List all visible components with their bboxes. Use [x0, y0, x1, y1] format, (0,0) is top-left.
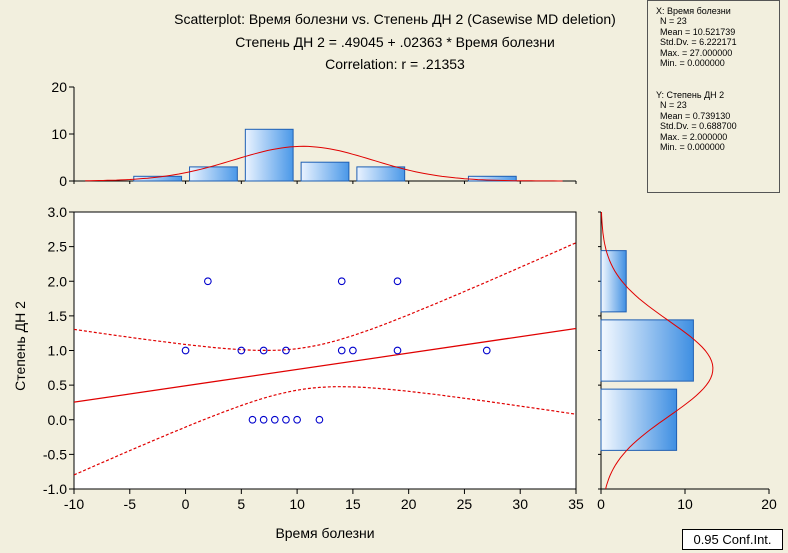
y-hist-bar — [600, 319, 694, 382]
y-hist-tick-label: 10 — [677, 496, 693, 512]
axes: -10 -5 0 5 10 15 20 25 30 35 -1.0 -0.5 0.0 0.5 1.0 1.5 2… — [43, 204, 584, 512]
y-stats-max: Max. = 2.000000 — [660, 131, 728, 142]
x-hist-bar — [356, 166, 406, 182]
data-point — [349, 346, 357, 355]
chart-title-line3: Correlation: r = .21353 — [325, 56, 465, 72]
scatter-clip-group — [74, 242, 576, 476]
x-stats-n: N = 23 — [660, 16, 687, 27]
x-hist-bar — [244, 128, 294, 182]
descriptive-stats-box: X: Время болезни N = 23 Mean = 10.521739… — [647, 0, 780, 193]
x-tick-label: 5 — [237, 496, 245, 512]
x-tick-label: 10 — [289, 496, 305, 512]
x-stats-max: Max. = 27.000000 — [660, 47, 733, 58]
x-tick-label: 30 — [512, 496, 528, 512]
data-point — [482, 346, 491, 355]
regression-line — [74, 327, 576, 403]
x-hist-bar — [300, 161, 350, 182]
y-tick-label: -0.5 — [43, 446, 67, 462]
data-point — [315, 415, 324, 424]
scatter-plot-area — [73, 211, 577, 490]
x-hist-bar — [189, 166, 238, 182]
x-tick-label: 25 — [457, 496, 473, 512]
data-point — [204, 277, 212, 286]
y-hist-normal-curve — [601, 212, 714, 489]
data-point — [337, 346, 346, 355]
x-stats-mean: Mean = 10.521739 — [660, 26, 736, 37]
data-point — [282, 346, 290, 355]
y-axis-label: Степень ДН 2 — [12, 301, 28, 391]
confidence-band-lower — [74, 386, 576, 476]
x-stats-header: X: Время болезни — [656, 6, 731, 16]
x-hist-tick-label: 10 — [51, 126, 67, 142]
x-hist-tick-label: 20 — [51, 79, 67, 95]
data-point — [237, 346, 246, 355]
y-stats-sd: Std.Dv. = 0.688700 — [660, 121, 737, 132]
x-hist-tick-label: 0 — [59, 173, 67, 189]
x-stats-min: Min. = 0.000000 — [660, 58, 725, 69]
y-tick-label: -1.0 — [43, 481, 67, 497]
y-stats: Y: Степень ДН 2 N = 23 Mean = 0.739130 S… — [656, 90, 737, 153]
x-hist-bar — [133, 175, 183, 182]
y-tick-label: 0.5 — [48, 377, 68, 393]
y-hist-tick-label: 0 — [597, 496, 605, 512]
y-tick-label: 3.0 — [48, 204, 68, 220]
data-point — [393, 277, 402, 286]
data-point — [393, 346, 402, 355]
x-histogram: 0 10 20 — [51, 79, 577, 189]
data-point — [248, 415, 257, 424]
data-point — [337, 277, 346, 286]
x-hist-normal-curve — [85, 145, 563, 182]
y-histogram: 0 10 20 — [597, 211, 777, 512]
y-tick-label: 2.5 — [48, 239, 68, 255]
x-stats: X: Время болезни N = 23 Mean = 10.521739… — [656, 6, 737, 69]
x-tick-label: -10 — [64, 496, 84, 512]
x-axis-label: Время болезни — [275, 525, 374, 541]
y-tick-label: 0.0 — [48, 412, 68, 428]
data-point — [293, 415, 301, 424]
x-tick-label: -5 — [124, 496, 137, 512]
y-tick-label: 1.0 — [48, 343, 68, 359]
data-point — [259, 415, 268, 424]
y-stats-mean: Mean = 0.739130 — [660, 110, 731, 121]
y-stats-header: Y: Степень ДН 2 — [656, 90, 725, 100]
y-stats-min: Min. = 0.000000 — [660, 142, 725, 153]
x-tick-label: 0 — [182, 496, 190, 512]
scatter-plot — [74, 242, 576, 476]
y-tick-label: 2.0 — [48, 273, 68, 289]
data-point — [270, 415, 279, 424]
y-stats-n: N = 23 — [660, 100, 687, 111]
data-point — [181, 346, 190, 355]
x-tick-label: 20 — [401, 496, 417, 512]
data-point — [282, 415, 290, 424]
data-point — [259, 346, 268, 355]
y-hist-tick-label: 20 — [761, 496, 777, 512]
chart-title-line1: Scatterplot: Время болезни vs. Степень Д… — [174, 11, 616, 27]
y-tick-label: 1.5 — [48, 308, 68, 324]
x-stats-sd: Std.Dv. = 6.222171 — [660, 37, 737, 48]
confidence-band-upper — [74, 242, 576, 351]
chart-title-line2: Степень ДН 2 = .49045 + .02363 * Время б… — [235, 34, 555, 50]
y-hist-clip-group — [601, 212, 714, 489]
x-tick-label: 35 — [568, 496, 584, 512]
x-tick-label: 15 — [345, 496, 361, 512]
confidence-interval-label: 0.95 Conf.Int. — [682, 529, 783, 550]
y-hist-bar — [600, 388, 678, 451]
